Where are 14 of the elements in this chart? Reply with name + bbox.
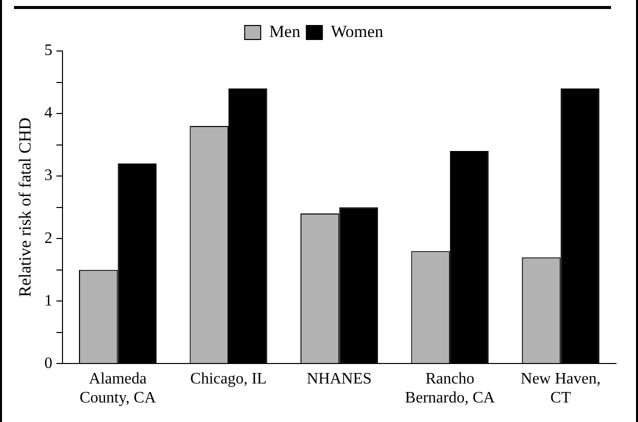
- y-axis-title: Relative risk of fatal CHD: [16, 118, 35, 298]
- legend-label: Men: [269, 22, 301, 41]
- legend-label: Women: [330, 22, 384, 41]
- x-tick-label: Chicago, IL: [190, 370, 267, 388]
- x-tick-label: New Haven, CT: [520, 370, 601, 407]
- y-tick-label: 1: [44, 292, 52, 310]
- y-tick-label: 0: [44, 354, 52, 372]
- x-tick-label: NHANES: [306, 370, 372, 388]
- y-tick-label: 3: [44, 167, 52, 184]
- x-tick-label: Rancho Bernardo, CA: [405, 370, 496, 407]
- x-tick-label: Alameda County, CA: [80, 370, 156, 407]
- y-tick-label: 5: [44, 42, 52, 60]
- y-tick-label: 2: [44, 230, 52, 247]
- y-tick-label: 4: [44, 104, 52, 122]
